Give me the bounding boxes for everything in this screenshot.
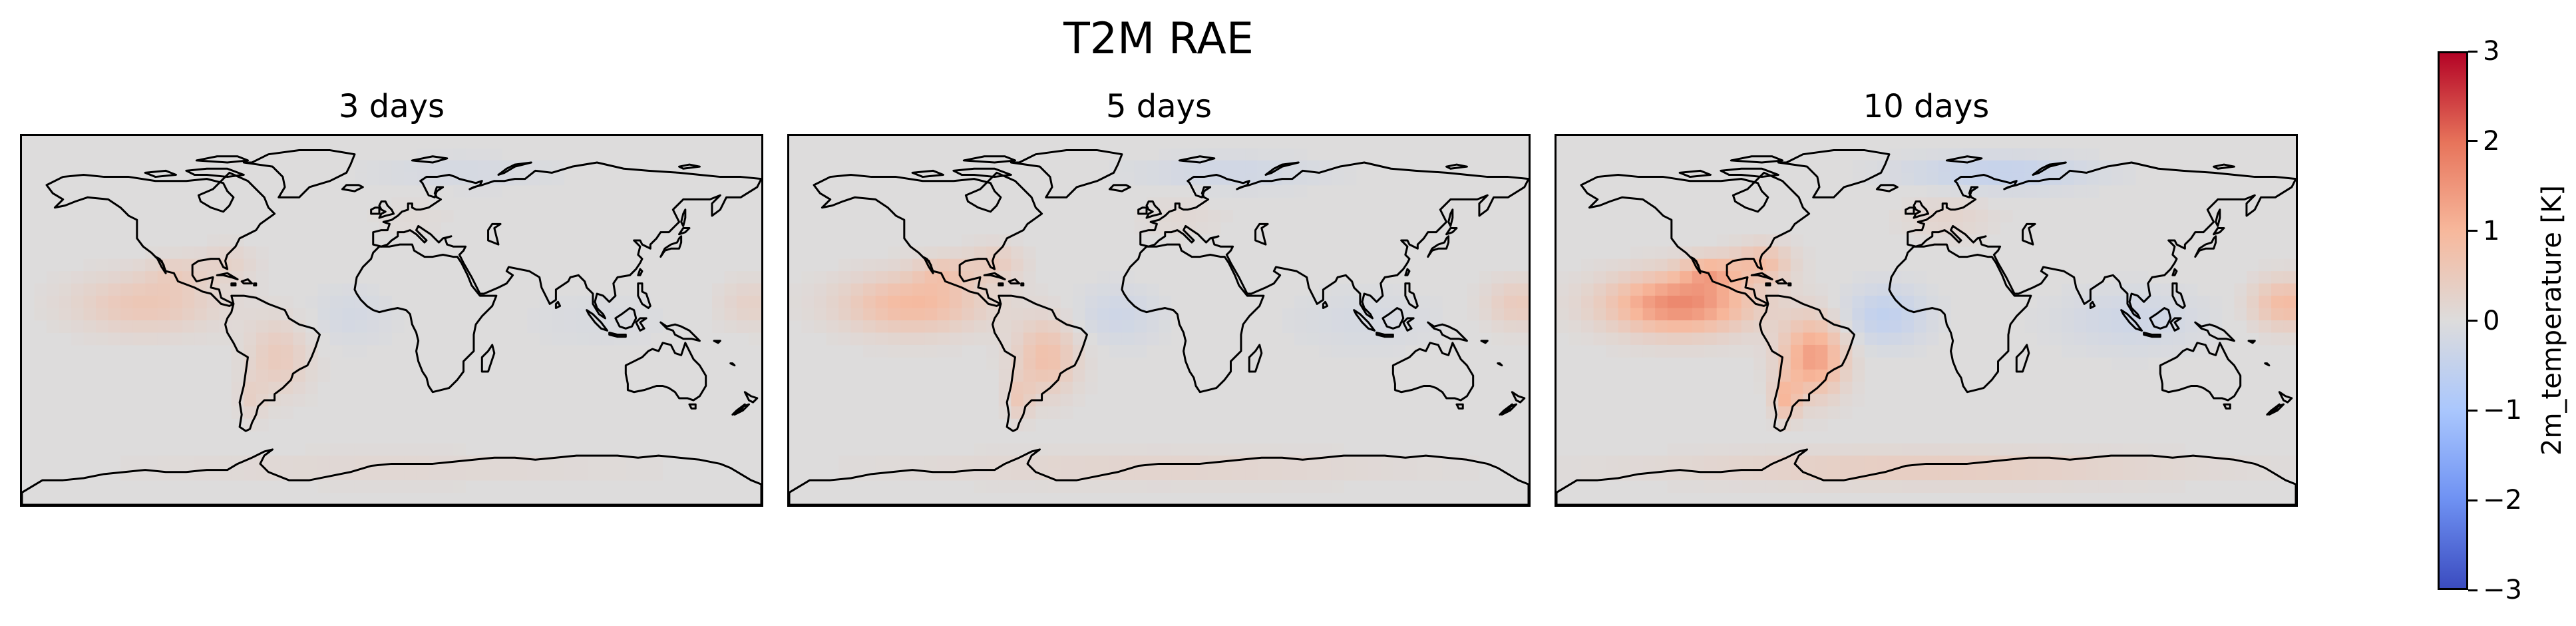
colorbar-tick (2468, 50, 2478, 53)
map-panel-10-days (1555, 134, 2298, 507)
colorbar (2438, 51, 2468, 590)
temperature-error-field (1557, 148, 2296, 493)
colorbar-tick-label: −2 (2483, 485, 2522, 516)
world-map-10-days (1557, 136, 2296, 505)
colorbar-tick (2468, 409, 2478, 412)
panel-title-10-days: 10 days (1863, 88, 1990, 125)
coastlines-1 (789, 151, 1529, 505)
figure-title: T2M RAE (1063, 14, 1254, 64)
colorbar-tick (2468, 140, 2478, 143)
colorbar-tick-label: 3 (2483, 36, 2500, 67)
temperature-error-field (789, 148, 1529, 493)
coastlines-2 (1557, 151, 2296, 505)
world-map-5-days (789, 136, 1529, 505)
panel-title-5-days: 5 days (1105, 88, 1212, 125)
panel-title-3-days: 3 days (338, 88, 445, 125)
colorbar-tick-label: 2 (2483, 125, 2500, 156)
world-map-3-days (22, 136, 761, 505)
colorbar-tick (2468, 499, 2478, 501)
colorbar-tick-label: −3 (2483, 575, 2522, 605)
colorbar-tick-label: 0 (2483, 305, 2500, 336)
map-panel-3-days (20, 134, 763, 507)
colorbar-tick (2468, 230, 2478, 232)
colorbar-tick-label: −1 (2483, 395, 2522, 426)
colorbar-tick (2468, 589, 2478, 591)
coastlines-0 (22, 151, 761, 505)
colorbar-tick-label: 1 (2483, 215, 2500, 246)
colorbar-tick (2468, 320, 2478, 322)
map-panel-5-days (787, 134, 1531, 507)
colorbar-label: 2m_temperature [K] (2537, 185, 2567, 456)
